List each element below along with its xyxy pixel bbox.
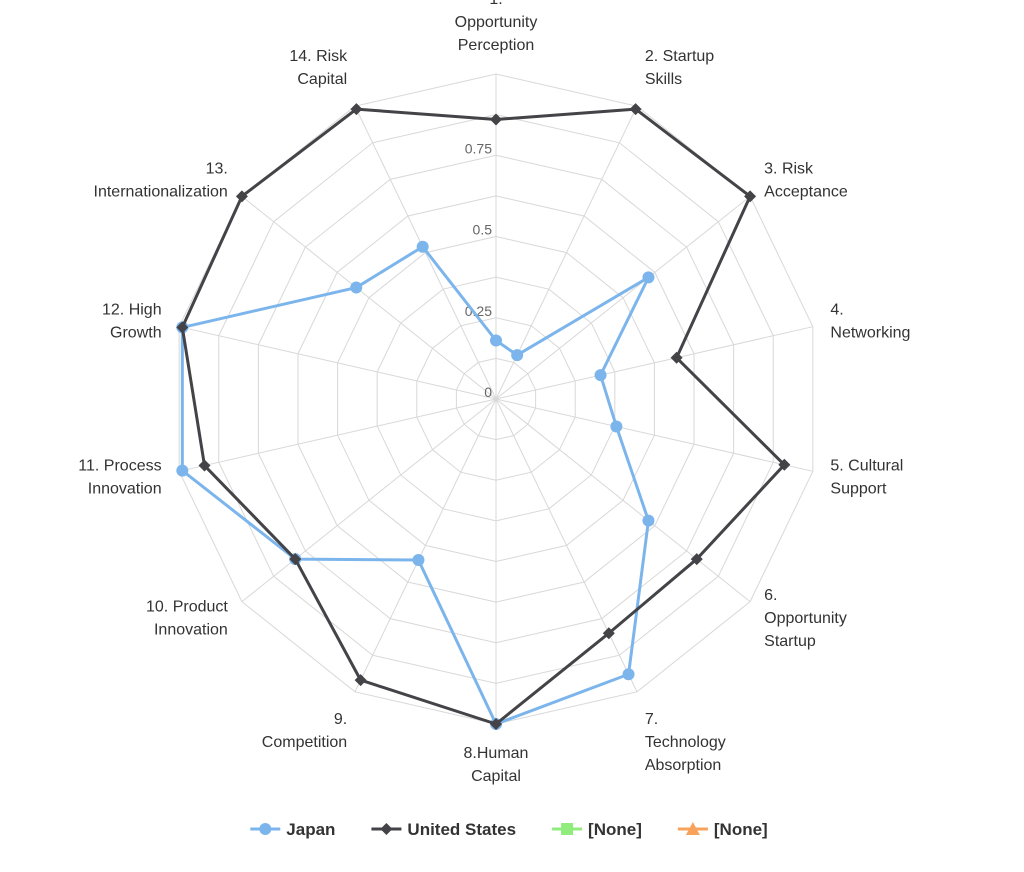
radar-spokes: [179, 74, 813, 724]
data-point-axis-8[interactable]: [490, 718, 502, 730]
data-point-axis-13[interactable]: [350, 281, 363, 294]
data-point-axis-14[interactable]: [416, 240, 429, 253]
radial-tick-labels: 0 0.25 0.5 0.75: [465, 140, 492, 400]
axis-label-13: 13. Internationalization: [94, 161, 228, 201]
data-point-axis-6[interactable]: [690, 553, 703, 566]
spoke-11: [179, 398, 497, 472]
data-point-axis-7[interactable]: [602, 627, 615, 640]
series-layer: [176, 103, 791, 730]
data-point-axis-13[interactable]: [235, 190, 248, 203]
legend-item-3[interactable]: [None]: [552, 820, 642, 839]
legend[interactable]: Japan United States [None] [None]: [250, 820, 768, 839]
spoke-10: [241, 398, 497, 603]
data-point-axis-7[interactable]: [622, 668, 635, 681]
legend-label: [None]: [714, 820, 768, 839]
axis-label-4: 4. Networking: [830, 301, 910, 341]
spoke-6: [495, 398, 751, 603]
data-point-axis-5[interactable]: [610, 420, 623, 433]
legend-item-4[interactable]: [None]: [677, 820, 768, 839]
data-point-axis-3[interactable]: [744, 190, 757, 203]
data-point-axis-11[interactable]: [198, 459, 211, 472]
spoke-4: [495, 326, 813, 400]
radial-tick-label: 0: [484, 384, 492, 400]
axis-label-2: 2. Startup Skills: [645, 48, 714, 88]
spoke-5: [495, 398, 813, 472]
spoke-13: [241, 195, 497, 400]
data-point-axis-4[interactable]: [594, 369, 607, 382]
data-point-axis-10[interactable]: [289, 553, 302, 566]
radial-tick-label: 0.75: [465, 140, 492, 156]
radial-tick-label: 0.5: [473, 222, 493, 238]
data-point-axis-2[interactable]: [511, 349, 524, 362]
spoke-3: [495, 195, 751, 400]
axis-label-7: 7. Technology Absorption: [645, 711, 726, 774]
axis-label-8: 8.Human Capital: [464, 745, 529, 785]
data-point-axis-9[interactable]: [412, 554, 425, 567]
radial-tick-label: 0.25: [465, 303, 492, 319]
legend-marker[interactable]: [561, 823, 574, 835]
series-united-states: [176, 103, 791, 730]
spoke-12: [179, 326, 497, 400]
legend-label: United States: [407, 820, 516, 839]
data-point-axis-11[interactable]: [176, 464, 189, 477]
data-point-axis-1[interactable]: [490, 334, 502, 347]
axis-label-3: 3. Risk Acceptance: [764, 161, 848, 201]
spoke-9: [354, 398, 497, 693]
axis-label-14: 14. Risk Capital: [289, 48, 348, 88]
data-point-axis-1[interactable]: [490, 113, 502, 126]
data-point-axis-12[interactable]: [176, 321, 189, 334]
data-point-axis-9[interactable]: [354, 674, 367, 687]
legend-marker[interactable]: [380, 823, 393, 835]
legend-label: Japan: [286, 820, 335, 839]
axis-label-9: 9. Competition: [262, 711, 347, 751]
legend-label: [None]: [588, 820, 642, 839]
data-point-axis-14[interactable]: [350, 103, 363, 116]
data-point-axis-3[interactable]: [642, 271, 655, 284]
legend-marker[interactable]: [259, 823, 272, 835]
legend-item-1[interactable]: Japan: [250, 820, 335, 839]
series-japan: [176, 240, 655, 730]
legend-item-2[interactable]: United States: [371, 820, 516, 839]
data-point-axis-5[interactable]: [778, 458, 791, 471]
axis-label-5: 5. Cultural Support: [830, 458, 903, 498]
axis-label-11: 11. Process Innovation: [78, 458, 161, 498]
axis-label-10: 10. Product Innovation: [146, 598, 228, 638]
legend-marker[interactable]: [685, 822, 700, 835]
spoke-7: [495, 398, 638, 693]
axis-label-12: 12. High Growth: [102, 301, 162, 341]
data-point-axis-6[interactable]: [642, 514, 655, 527]
data-point-axis-2[interactable]: [629, 103, 642, 116]
axis-label-6: 6. Opportunity Startup: [764, 587, 847, 650]
data-point-axis-4[interactable]: [670, 351, 683, 364]
